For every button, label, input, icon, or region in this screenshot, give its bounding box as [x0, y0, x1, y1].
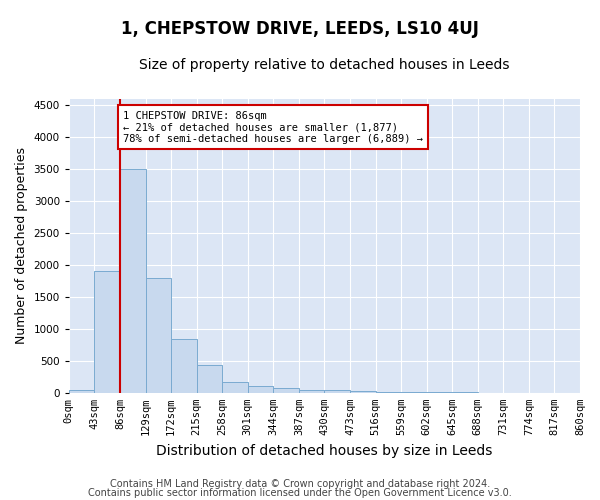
Bar [69, 390, 94, 393]
Text: Contains public sector information licensed under the Open Government Licence v3: Contains public sector information licen… [88, 488, 512, 498]
Bar [222, 382, 248, 393]
Bar [427, 392, 452, 393]
Bar [401, 392, 427, 393]
Bar [94, 272, 120, 393]
Bar [325, 390, 350, 393]
Bar [350, 391, 376, 393]
Text: 1 CHEPSTOW DRIVE: 86sqm
← 21% of detached houses are smaller (1,877)
78% of semi: 1 CHEPSTOW DRIVE: 86sqm ← 21% of detache… [123, 110, 423, 144]
Y-axis label: Number of detached properties: Number of detached properties [15, 148, 28, 344]
Bar [248, 386, 273, 393]
Bar [197, 366, 222, 393]
Text: 1, CHEPSTOW DRIVE, LEEDS, LS10 4UJ: 1, CHEPSTOW DRIVE, LEEDS, LS10 4UJ [121, 20, 479, 38]
Bar [273, 388, 299, 393]
Text: Contains HM Land Registry data © Crown copyright and database right 2024.: Contains HM Land Registry data © Crown c… [110, 479, 490, 489]
Bar [299, 390, 325, 393]
Bar [146, 278, 171, 393]
Bar [171, 338, 197, 393]
Title: Size of property relative to detached houses in Leeds: Size of property relative to detached ho… [139, 58, 509, 71]
X-axis label: Distribution of detached houses by size in Leeds: Distribution of detached houses by size … [156, 444, 493, 458]
Bar [120, 170, 146, 393]
Bar [376, 392, 401, 393]
